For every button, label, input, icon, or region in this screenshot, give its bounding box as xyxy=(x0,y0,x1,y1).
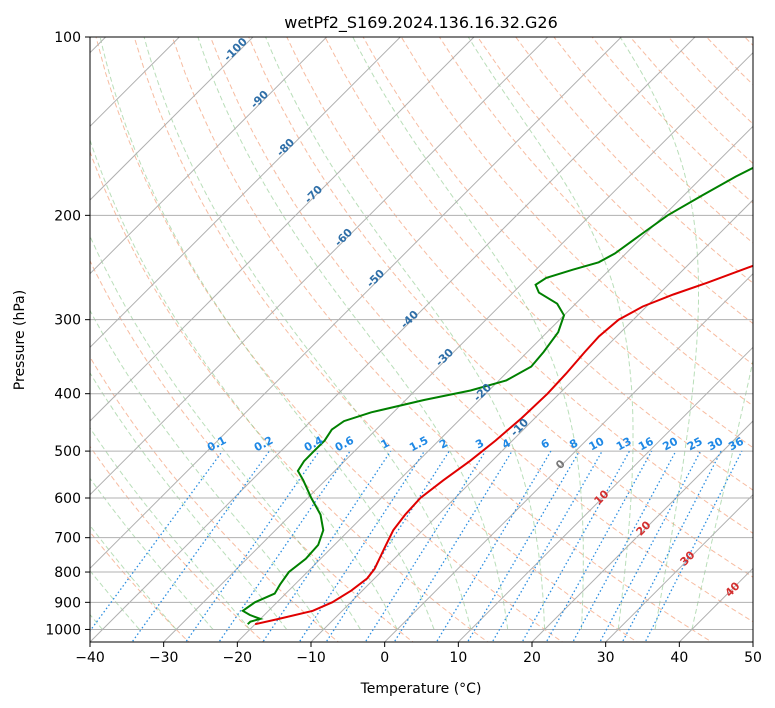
moist-adiabat-line xyxy=(143,37,472,630)
moist-adiabat-line xyxy=(197,37,509,630)
isotherm-line xyxy=(310,199,753,642)
moist-adiabat-line xyxy=(90,309,325,630)
moist-adiabat-line xyxy=(265,37,546,630)
isotherm-line xyxy=(90,37,328,275)
x-tick-label: −40 xyxy=(75,650,105,666)
mixing-ratio-line xyxy=(644,450,743,642)
y-tick-label: 500 xyxy=(54,444,81,460)
y-tick-label: 600 xyxy=(54,491,81,507)
isotherm-line xyxy=(457,346,753,642)
x-tick-label: 10 xyxy=(449,650,467,666)
y-tick-label: 100 xyxy=(54,30,81,46)
mixing-ratio-line xyxy=(491,450,603,642)
mixing-ratio-label: 10 xyxy=(587,435,607,454)
dry-adiabat-line xyxy=(362,37,753,449)
mixing-ratio-line xyxy=(262,450,392,642)
mixing-ratio-label: 20 xyxy=(660,435,680,454)
mixing-ratio-line xyxy=(621,450,722,642)
isotherm-line xyxy=(604,493,753,642)
x-tick-label: 50 xyxy=(744,650,762,666)
isotherm-line xyxy=(90,37,254,201)
isotherm-line xyxy=(90,37,696,642)
mixing-ratio-line xyxy=(572,450,677,642)
x-tick-label: 30 xyxy=(597,650,615,666)
isotherm-line xyxy=(162,51,753,642)
temperature-line xyxy=(254,264,753,626)
x-tick-label: 20 xyxy=(523,650,541,666)
mixing-ratio-label: 25 xyxy=(685,435,705,454)
isotherm-line xyxy=(531,420,753,642)
x-tick-label: 0 xyxy=(380,650,389,666)
y-tick-label: 900 xyxy=(54,595,81,611)
dry-adiabat-line xyxy=(90,356,340,642)
x-tick-label: 40 xyxy=(670,650,688,666)
isotherm-line xyxy=(90,37,475,422)
mixing-ratio-line xyxy=(435,450,552,642)
x-axis: −40 −30 −20 −10 0 10 20 30 40 50 xyxy=(75,642,762,666)
mixing-ratio-line xyxy=(545,450,653,642)
dry-adiabat-line xyxy=(324,37,753,491)
moist-adiabat-line xyxy=(691,358,753,630)
isotherm-line xyxy=(90,37,549,496)
mixing-ratio-line xyxy=(298,450,425,642)
mixing-ratio-line xyxy=(521,450,631,642)
y-axis-label: Pressure (hPa) xyxy=(12,290,28,390)
dry-adiabat-line xyxy=(286,37,753,534)
y-tick-label: 700 xyxy=(54,531,81,547)
moist-adiabat-line xyxy=(90,138,398,630)
mixing-ratio-label: 36 xyxy=(726,435,746,454)
moist-adiabat-line xyxy=(99,37,435,630)
mixing-ratio-line xyxy=(466,450,580,642)
x-tick-label: −20 xyxy=(223,650,253,666)
dewpoint-line xyxy=(240,166,753,625)
mixing-ratio-label: 13 xyxy=(614,435,634,454)
isotherm-line xyxy=(90,37,402,349)
dry-adiabat-line xyxy=(90,150,489,642)
dry-adiabat-line xyxy=(438,37,753,366)
isotherm-line xyxy=(383,272,753,642)
mixing-ratio-line xyxy=(185,450,320,642)
y-tick-label: 300 xyxy=(54,313,81,329)
y-tick-label: 800 xyxy=(54,565,81,581)
moist-adiabat-line xyxy=(352,37,584,630)
series-group xyxy=(240,166,753,626)
plot-frame xyxy=(89,36,754,643)
y-axis: 100 200 300 400 500 600 700 800 900 1000 xyxy=(45,30,90,638)
mixing-ratio-line xyxy=(90,450,223,633)
y-tick-label: 200 xyxy=(54,208,81,224)
mixing-ratio-line xyxy=(599,450,702,642)
mixing-ratio-line xyxy=(393,450,513,642)
dry-adiabat-line xyxy=(90,445,265,642)
x-tick-label: −10 xyxy=(296,650,326,666)
y-tick-label: 400 xyxy=(54,387,81,403)
dry-adiabat-line xyxy=(477,37,753,325)
isotherm-line xyxy=(236,125,753,642)
moist-adiabat-line xyxy=(619,37,699,630)
x-axis-label: Temperature (°C) xyxy=(360,681,482,697)
x-tick-label: −30 xyxy=(149,650,179,666)
y-tick-label: 1000 xyxy=(45,622,81,638)
moist-adiabat-line xyxy=(90,235,361,630)
dry-adiabat-line xyxy=(95,37,564,642)
mixing-ratio-label: 16 xyxy=(636,435,656,454)
mixing-ratio-label: 30 xyxy=(706,435,726,454)
chart-title: wetPf2_S169.2024.136.16.32.G26 xyxy=(284,13,558,33)
moist-adiabat-line xyxy=(467,37,634,630)
isotherm-line xyxy=(90,37,623,570)
mixing-ratio-line xyxy=(218,450,351,642)
